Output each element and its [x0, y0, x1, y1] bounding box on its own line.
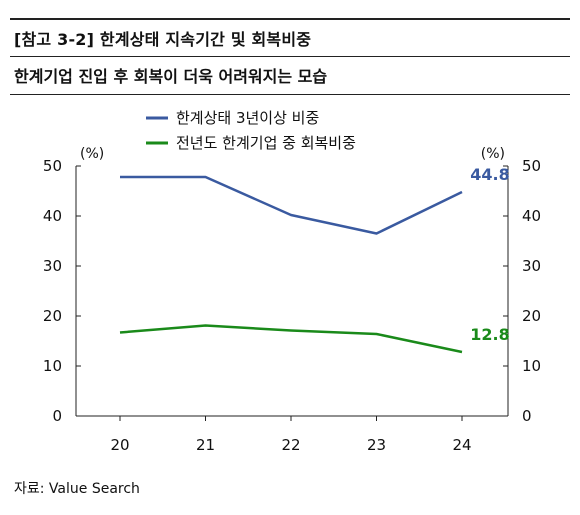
- right-tick-label: 20: [522, 307, 541, 325]
- left-tick-label: 40: [43, 207, 62, 225]
- x-tick-label: 21: [196, 436, 215, 454]
- left-axis-unit: (%): [80, 146, 104, 162]
- left-tick-label: 0: [52, 407, 62, 425]
- series-group: [119, 175, 463, 354]
- x-tick-label: 20: [110, 436, 129, 454]
- right-tick-label: 50: [522, 157, 541, 175]
- data-label: 44.8: [470, 165, 509, 184]
- series-line: [120, 175, 463, 235]
- right-tick-label: 30: [522, 257, 541, 275]
- axes: 0 0 10 10 20 20 30 30 40 40 50 50 20 21 22 23 24 (%) (%): [43, 146, 541, 454]
- chart-title: [참고 3-2] 한계상태 지속기간 및 회복비중: [14, 30, 312, 49]
- left-tick-label: 10: [43, 357, 62, 375]
- data-label: 12.8: [470, 325, 509, 344]
- source-note: 자료: Value Search: [14, 481, 140, 497]
- x-tick-label: 24: [452, 436, 471, 454]
- legend-label: 한계상태 3년이상 비중: [176, 109, 319, 127]
- data-labels: 44.8 12.8: [470, 165, 509, 344]
- x-tick-label: 22: [281, 436, 300, 454]
- left-tick-label: 50: [43, 157, 62, 175]
- left-tick-label: 30: [43, 257, 62, 275]
- chart-title-bar: [참고 3-2] 한계상태 지속기간 및 회복비중: [10, 18, 570, 57]
- legend-label: 전년도 한계기업 중 회복비중: [176, 134, 356, 152]
- chart-subtitle-bar: 한계기업 진입 후 회복이 더욱 어려워지는 모습: [10, 56, 570, 95]
- right-tick-label: 40: [522, 207, 541, 225]
- right-tick-label: 0: [522, 407, 532, 425]
- left-tick-label: 20: [43, 307, 62, 325]
- series-line: [119, 324, 463, 354]
- x-tick-label: 23: [367, 436, 386, 454]
- right-axis-unit: (%): [481, 146, 505, 162]
- right-tick-label: 10: [522, 357, 541, 375]
- chart-subtitle: 한계기업 진입 후 회복이 더욱 어려워지는 모습: [14, 67, 328, 86]
